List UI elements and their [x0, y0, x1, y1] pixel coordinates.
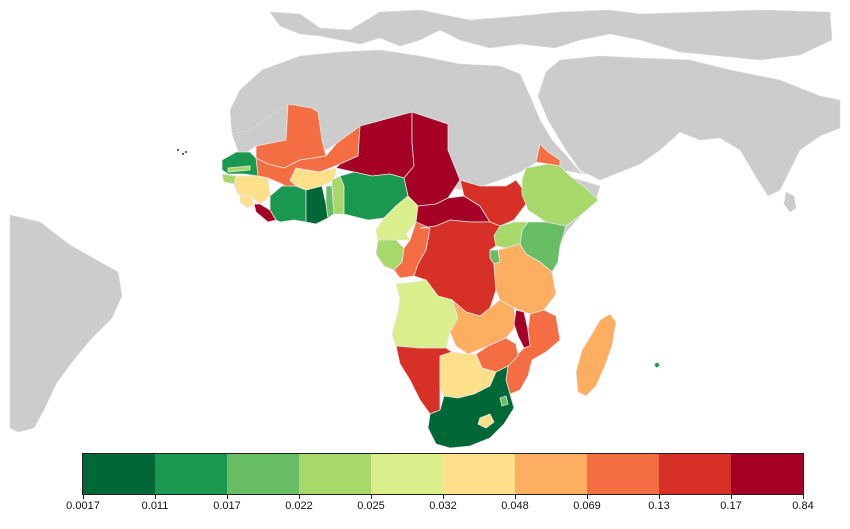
legend-tick-label: 0.0017 [66, 500, 100, 512]
legend-swatch [299, 454, 371, 494]
region-south-africa [427, 365, 515, 449]
region-swaziland [499, 395, 509, 407]
region-sierra-leone [239, 193, 255, 209]
legend-swatch [155, 454, 227, 494]
legend-tick-label: 0.022 [285, 500, 313, 512]
legend-tick-mark [659, 494, 660, 499]
region-togo [325, 185, 335, 219]
legend-tick-label: 0.011 [141, 500, 169, 512]
legend-tick-mark [515, 494, 516, 499]
region-guinea-bissau [221, 173, 237, 185]
legend-tick-mark [155, 494, 156, 499]
legend-tick-label: 0.032 [429, 500, 457, 512]
legend-tick-label: 0.048 [501, 500, 529, 512]
color-legend-bar [82, 453, 804, 495]
region-senegal [221, 151, 259, 177]
legend-swatch [587, 454, 659, 494]
legend-tick-mark [371, 494, 372, 499]
background-land [9, 9, 841, 433]
legend-tick-label: 0.13 [648, 500, 670, 512]
legend-swatch [83, 454, 155, 494]
landmass-sri-lanka [783, 191, 797, 213]
region-namibia [395, 345, 453, 415]
legend-swatch [443, 454, 515, 494]
region-lesotho [477, 413, 495, 429]
legend-tick-label: 0.17 [720, 500, 742, 512]
legend-swatch [227, 454, 299, 494]
region-cote-divoire [269, 185, 307, 223]
region-cameroon [375, 195, 419, 241]
legend-tick-mark [443, 494, 444, 499]
legend-tick-label: 0.84 [792, 500, 814, 512]
legend-tick-mark [227, 494, 228, 499]
legend-tick-label: 0.025 [357, 500, 385, 512]
legend-tick-mark [83, 494, 84, 499]
legend-swatch [371, 454, 443, 494]
cape-verde-islands [177, 149, 187, 155]
region-malawi [513, 309, 531, 349]
legend-tick-mark [803, 494, 804, 499]
legend-tick-label: 0.017 [213, 500, 241, 512]
region-ghana [305, 185, 329, 225]
legend-swatch [515, 454, 587, 494]
region-ethiopia [521, 163, 599, 227]
landmass-asia [537, 55, 841, 197]
landmass-europe [269, 9, 833, 61]
region-gambia [227, 165, 251, 173]
legend-tick-mark [587, 494, 588, 499]
legend-swatch [731, 454, 803, 494]
legend-swatch [659, 454, 731, 494]
region-angola [391, 279, 459, 349]
legend-tick-labels: 0.0017 0.011 0.017 0.022 0.025 0.032 0.048 0.06… [0, 500, 850, 520]
region-madagascar [575, 313, 617, 397]
legend-tick-mark [299, 494, 300, 499]
landmass-south-america [9, 214, 123, 433]
region-comoros [653, 361, 661, 369]
region-mozambique [505, 309, 561, 395]
country-regions [221, 103, 661, 449]
legend-tick-mark [731, 494, 732, 499]
region-south-sudan [459, 179, 527, 227]
legend-tick-label: 0.069 [573, 500, 601, 512]
